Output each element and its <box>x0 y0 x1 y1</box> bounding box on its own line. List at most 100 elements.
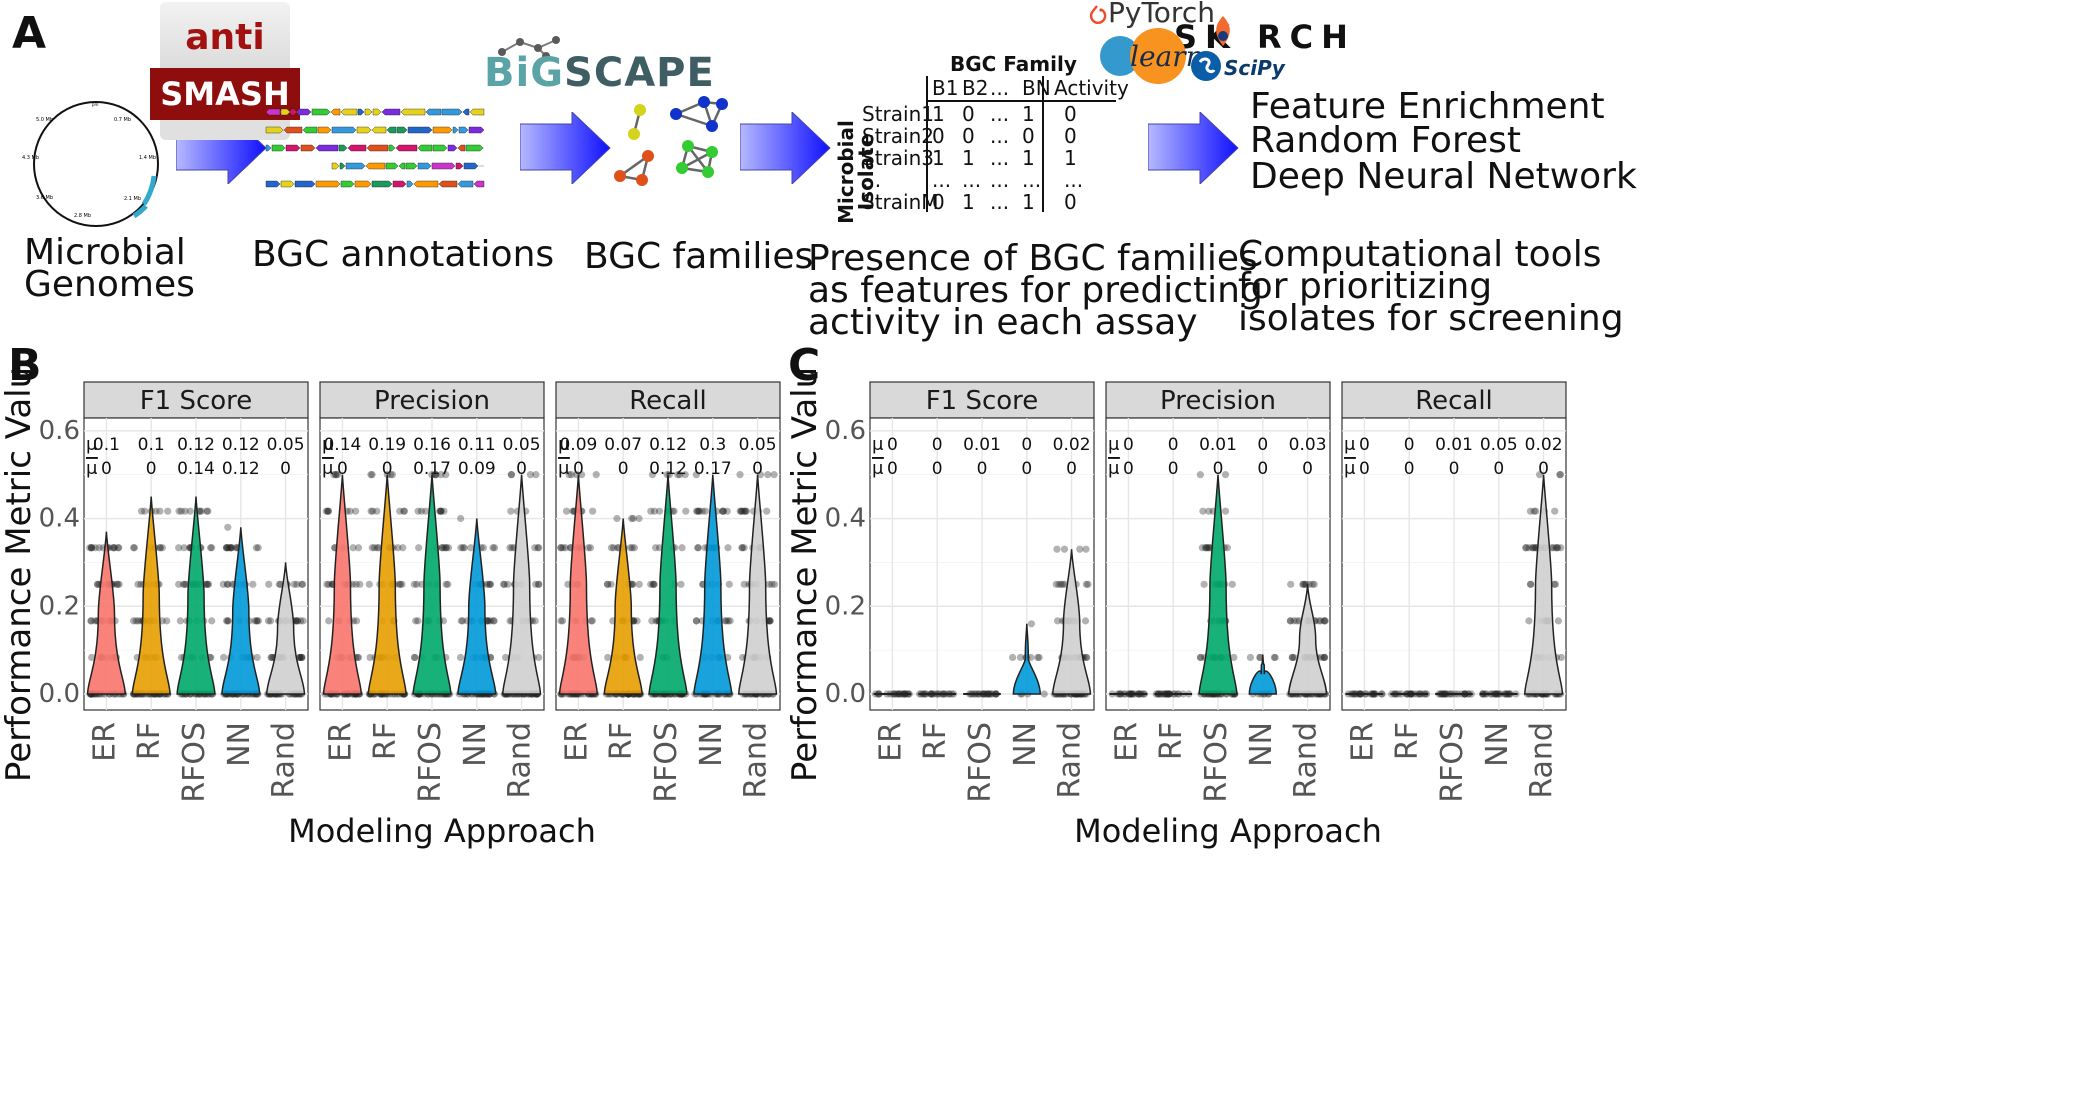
gene-arrow <box>407 126 433 134</box>
gene-arrow <box>447 144 458 152</box>
data-point <box>224 580 232 588</box>
data-point <box>1525 544 1533 552</box>
data-point <box>719 507 727 515</box>
data-point <box>87 617 95 625</box>
data-point <box>109 544 117 552</box>
data-point <box>1320 653 1328 662</box>
data-point <box>265 580 273 588</box>
data-point <box>134 617 142 625</box>
data-point <box>701 507 710 515</box>
x-tick-label: RFOS <box>413 722 448 803</box>
skorch-flame-icon <box>1216 16 1230 46</box>
gene-arrow <box>405 162 418 170</box>
data-point <box>607 544 616 552</box>
data-point <box>1553 544 1561 552</box>
data-point <box>346 507 354 515</box>
violin-rand <box>266 562 306 695</box>
data-point <box>373 507 381 515</box>
gene-arrow <box>398 162 406 170</box>
data-point <box>693 507 701 515</box>
table-row-label: Strain1 <box>862 102 934 126</box>
data-point <box>633 617 641 625</box>
data-point <box>557 544 565 552</box>
data-point <box>180 544 188 552</box>
svg-text:4.3 Mb: 4.3 Mb <box>22 155 39 161</box>
data-point <box>417 507 426 515</box>
data-point <box>113 580 121 588</box>
violin-rf <box>603 518 643 695</box>
x-axis-title: Modeling Approach <box>1074 812 1382 850</box>
x-tick-label: NN <box>1480 722 1515 767</box>
data-point <box>1522 544 1530 552</box>
data-point <box>635 514 643 523</box>
table-cell: ... <box>990 146 1010 170</box>
data-point <box>330 471 338 479</box>
data-point <box>436 507 445 515</box>
gene-arrow <box>432 144 448 152</box>
data-point <box>253 617 261 625</box>
data-point <box>442 580 450 588</box>
data-point <box>681 471 689 479</box>
data-point <box>297 653 306 662</box>
gene-arrow <box>297 108 312 116</box>
violin-rfos <box>648 474 688 695</box>
gene-arrow <box>285 144 301 152</box>
data-point <box>223 580 232 588</box>
gene-arrow <box>400 108 426 116</box>
gene-arrow <box>340 180 355 188</box>
data-point <box>1554 544 1562 552</box>
data-point <box>290 580 298 588</box>
caption-genomes-2: Genomes <box>24 264 195 305</box>
x-tick-label: ER <box>323 722 358 762</box>
table-cell: 1 <box>962 146 975 170</box>
gene-arrow <box>317 126 332 134</box>
data-point <box>1204 544 1213 552</box>
mean-value: 0.12 <box>177 435 215 455</box>
violin-chart-panel-c: Performance Metric Value 0.0 0.2 0.4 0.6 F1 S… <box>786 370 1567 850</box>
data-point <box>1288 653 1296 662</box>
median-value: 0 <box>932 459 943 479</box>
svg-text:2.8 Mb: 2.8 Mb <box>74 213 91 219</box>
data-point <box>399 544 407 552</box>
method-deep-neural-network: Deep Neural Network <box>1250 156 1637 197</box>
data-point <box>531 617 539 625</box>
median-value: 0 <box>516 459 527 479</box>
data-point <box>577 471 586 479</box>
data-point <box>694 544 702 552</box>
gene-arrow <box>452 126 459 134</box>
data-point <box>1531 544 1539 552</box>
table-header: BN <box>1022 76 1051 100</box>
data-point <box>1549 544 1558 552</box>
table-title: BGC Family <box>950 52 1077 76</box>
mean-value: 0.05 <box>267 435 305 455</box>
facet-strip <box>83 381 309 419</box>
caption-families: BGC families <box>584 236 814 277</box>
gene-arrow <box>395 144 418 152</box>
data-point <box>692 617 701 625</box>
mean-symbol: μ <box>558 434 570 455</box>
data-point <box>534 544 542 552</box>
data-point <box>1321 617 1329 625</box>
median-value: 0 <box>382 459 393 479</box>
caption-presence-1: Presence of BGC families <box>808 238 1258 279</box>
data-point <box>507 507 515 515</box>
data-point <box>226 544 234 552</box>
data-point <box>719 507 728 515</box>
x-tick-label: RF <box>604 722 639 760</box>
violin-rfos <box>1198 474 1238 695</box>
data-point <box>1290 653 1298 662</box>
table-header: B2 <box>962 76 989 100</box>
data-point <box>176 617 184 625</box>
x-tick-label: RFOS <box>1435 722 1470 803</box>
caption-tools-2: for prioritizing <box>1238 266 1493 307</box>
data-point <box>208 544 216 552</box>
median-value: 0.09 <box>458 459 496 479</box>
data-point <box>1055 580 1063 588</box>
median-value: 0 <box>752 459 763 479</box>
data-point <box>457 617 465 625</box>
data-point <box>367 471 375 479</box>
gene-arrow <box>311 108 331 116</box>
data-point <box>756 471 765 479</box>
data-point <box>1197 653 1205 662</box>
data-point <box>91 544 99 552</box>
